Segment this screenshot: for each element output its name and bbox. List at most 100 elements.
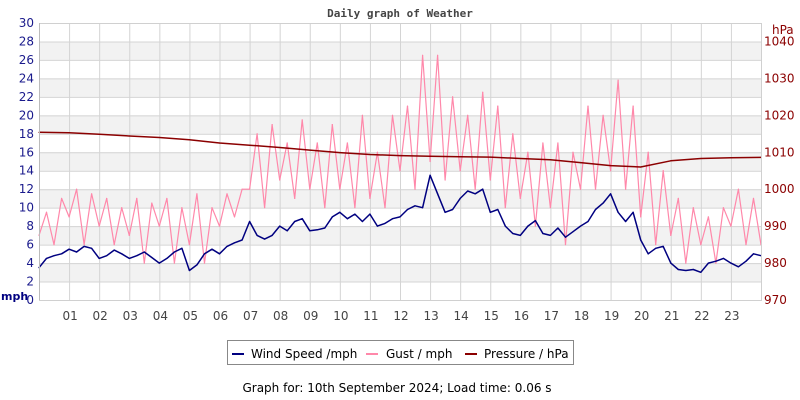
gust-point <box>264 207 266 209</box>
left-tick-label: 10 <box>19 201 34 215</box>
gust-point <box>640 216 642 218</box>
gust-point <box>737 188 740 190</box>
gust-point <box>339 188 341 190</box>
gust-point <box>188 244 191 246</box>
gust-point <box>677 197 679 200</box>
gust-point <box>256 133 258 135</box>
wind-speed-point <box>534 219 536 222</box>
wind-speed-point <box>166 257 168 260</box>
x-tick-label: 06 <box>213 309 228 323</box>
gust-point <box>549 207 552 209</box>
gust-point <box>452 96 454 98</box>
gust-point <box>564 244 567 246</box>
x-tick-label: 15 <box>484 309 499 323</box>
x-tick-label: 17 <box>544 309 559 323</box>
pressure-point <box>248 144 251 146</box>
wind-speed-point <box>188 269 191 272</box>
wind-speed-point <box>730 262 732 264</box>
gust-point <box>429 160 431 163</box>
wind-speed-point <box>572 231 574 233</box>
wind-speed-point <box>685 269 687 272</box>
left-tick-label: 4 <box>26 256 34 270</box>
wind-speed-point <box>45 257 48 260</box>
wind-speed-point <box>692 268 694 271</box>
wind-speed-point <box>113 249 115 251</box>
gust-point <box>346 142 348 144</box>
gust-point <box>594 188 597 190</box>
footer-text: Graph for: 10th September 2024; Load tim… <box>242 381 551 395</box>
gust-point <box>136 197 138 200</box>
wind-speed-point <box>625 220 627 223</box>
wind-speed-point <box>444 211 446 213</box>
gust-point <box>60 197 63 200</box>
gust-point <box>512 133 514 135</box>
wind-speed-point <box>504 225 506 227</box>
x-tick-label: 18 <box>574 309 589 323</box>
pressure-point <box>98 133 100 135</box>
axes: 0246810121416182022242628309709809901000… <box>19 16 795 323</box>
gust-point <box>467 114 469 116</box>
gust-point <box>617 79 619 81</box>
left-tick-label: 12 <box>19 182 34 196</box>
wind-speed-point <box>60 253 63 255</box>
x-tick-label: 13 <box>423 309 438 323</box>
gust-point <box>609 170 612 172</box>
wind-speed-point <box>722 257 724 260</box>
wind-speed-point <box>482 188 484 190</box>
wind-speed-point <box>83 245 85 248</box>
gust-point <box>241 188 243 190</box>
wind-speed-point <box>301 218 303 220</box>
x-tick-label: 20 <box>634 309 649 323</box>
left-tick-label: 20 <box>19 108 34 122</box>
wind-speed-point <box>752 253 755 255</box>
gust-point <box>406 105 409 107</box>
wind-speed-point <box>707 262 709 264</box>
gust-point <box>692 207 694 209</box>
right-tick-label: 1010 <box>764 145 795 159</box>
wind-speed-point <box>414 205 416 207</box>
gust-point <box>211 207 213 209</box>
wind-speed-point <box>143 251 145 253</box>
wind-speed-point <box>489 211 491 213</box>
wind-speed-point <box>233 242 236 244</box>
wind-speed-point <box>226 245 228 248</box>
wind-speed-point <box>512 232 514 235</box>
gust-point <box>421 54 424 56</box>
gust-point <box>91 193 93 195</box>
left-tick-label: 22 <box>19 90 34 104</box>
wind-speed-point <box>196 264 198 266</box>
legend-label-pressure: Pressure / hPa <box>484 347 569 361</box>
wind-speed-point <box>324 227 326 229</box>
gust-point <box>587 105 589 107</box>
gust-point <box>354 207 356 209</box>
gust-point <box>113 244 115 246</box>
wind-speed-point <box>181 247 183 249</box>
wind-speed-point <box>151 256 153 259</box>
left-tick-label: 2 <box>26 275 34 289</box>
gust-point <box>53 244 55 246</box>
wind-speed-point <box>241 239 243 241</box>
wind-speed-point <box>98 257 100 260</box>
wind-speed-point <box>264 238 266 240</box>
right-axis-label: hPa <box>772 23 794 37</box>
gust-point <box>542 142 544 144</box>
wind-speed-point <box>173 251 175 253</box>
wind-speed-point <box>203 253 206 255</box>
wind-speed-point <box>542 232 544 235</box>
gust-point <box>203 262 206 264</box>
x-tick-label: 10 <box>333 309 348 323</box>
wind-speed-point <box>459 197 461 200</box>
x-tick-label: 09 <box>303 309 318 323</box>
gust-point <box>76 188 78 190</box>
gust-point <box>98 225 100 227</box>
pressure-point <box>730 157 732 159</box>
wind-speed-point <box>474 193 476 195</box>
wind-speed-point <box>429 174 431 176</box>
legend: Wind Speed /mph Gust / mph Pressure / hP… <box>227 340 574 365</box>
gust-point <box>301 119 303 121</box>
wind-speed-point <box>271 234 273 236</box>
wind-speed-point <box>437 193 439 195</box>
wind-speed-point <box>564 236 567 238</box>
x-tick-label: 04 <box>153 309 168 323</box>
wind-speed-point <box>53 255 55 257</box>
